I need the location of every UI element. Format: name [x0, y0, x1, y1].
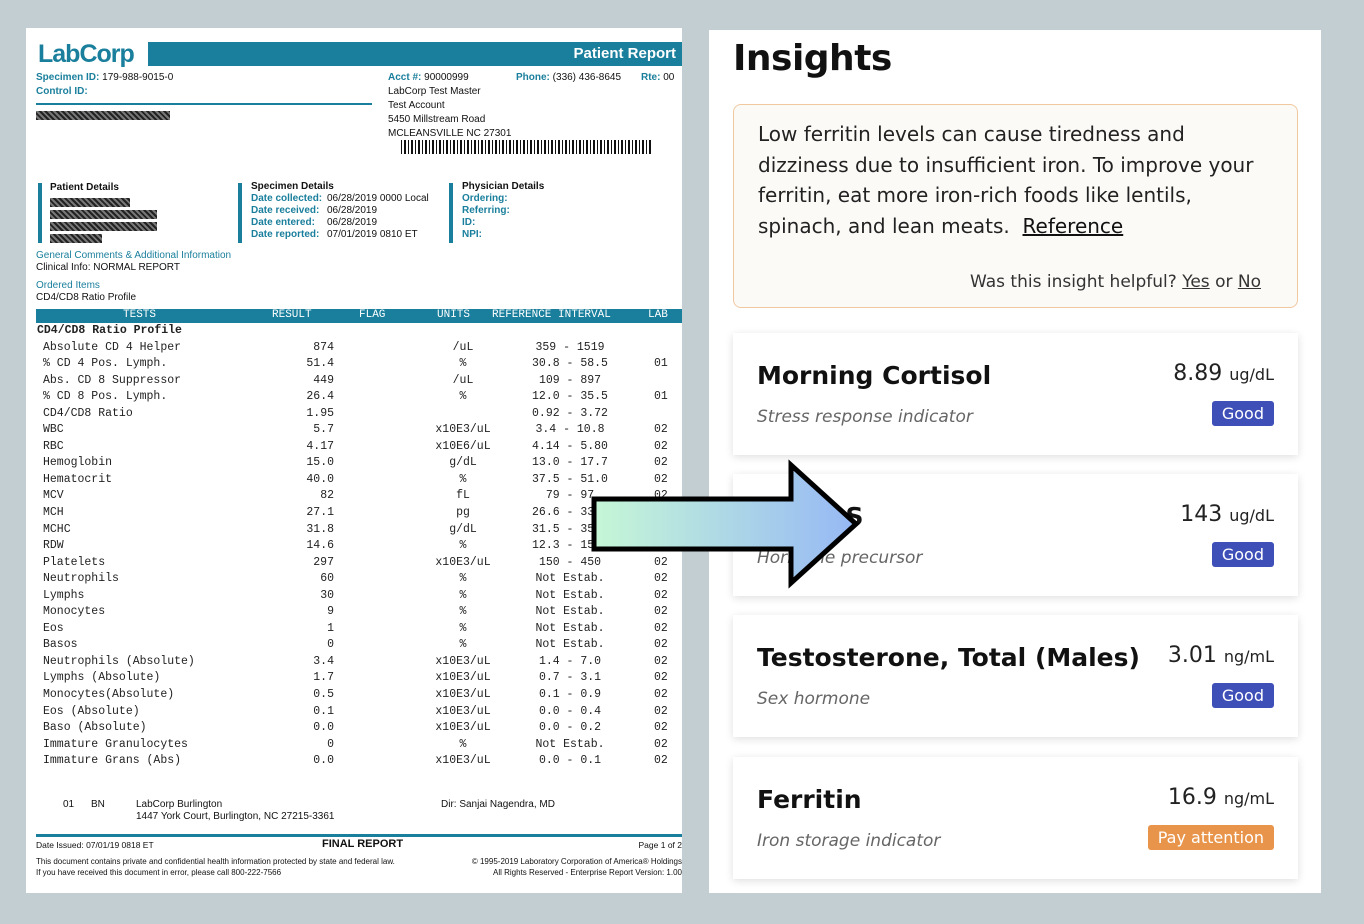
table-row: MCHC 31.8 g/dL 31.5 - 35.7 02 — [43, 522, 668, 536]
table-row: Basos 0 % Not Estab. 02 — [43, 638, 668, 652]
table-row: Abs. CD 8 Suppressor 449 /uL 109 - 897 — [43, 373, 602, 387]
biomarker-description: Stress response indicator — [757, 407, 973, 427]
specimen-field: Date entered: 06/28/2019 — [251, 217, 378, 228]
patient-details: Patient Details — [50, 181, 160, 246]
physician-field: NPI: — [462, 229, 482, 240]
biomarker-description: Sex hormone — [757, 689, 871, 709]
status-badge: Pay attention — [1147, 825, 1274, 850]
status-badge: Good — [1211, 542, 1274, 567]
insights-panel: Insights Low ferritin levels can cause t… — [709, 30, 1321, 893]
address-line: LabCorp Test Master — [388, 86, 481, 97]
right-arrow-icon — [591, 459, 860, 589]
biomarker-card[interactable]: Testosterone, Total (Males) Sex hormone … — [733, 615, 1298, 737]
labcorp-logo: LabCorp — [38, 40, 135, 68]
copyright: © 1995-2019 Laboratory Corporation of Am… — [471, 857, 682, 877]
table-row: Baso (Absolute) 0.0 x10E3/uL 0.0 - 0.2 0… — [43, 721, 668, 735]
table-row: CD4/CD8 Ratio 1.95 0.92 - 3.72 — [43, 406, 608, 420]
specimen-details: Specimen Details Date collected: 06/28/201… — [251, 181, 429, 240]
specimen-field: Date collected: 06/28/2019 0000 Local — [251, 193, 429, 204]
physician-field: ID: — [462, 217, 476, 228]
table-row: MCV 82 fL 79 - 97 02 — [43, 489, 668, 503]
table-row: RDW 14.6 % 12.3 - 15.4 02 — [43, 539, 668, 553]
biomarker-name: Testosterone, Total (Males) — [757, 643, 1140, 672]
no-link[interactable]: No — [1237, 272, 1261, 292]
specimen-id: Specimen ID: 179-988-9015-0 Control ID: — [36, 72, 174, 97]
biomarker-name: Ferritin — [757, 785, 862, 814]
biomarker-card[interactable]: Ferritin Iron storage indicator 16.9 ng/… — [733, 757, 1298, 879]
reference-link[interactable]: Reference — [1022, 213, 1124, 238]
divider — [36, 103, 372, 105]
biomarker-value: 16.9 ng/mL — [1167, 785, 1274, 810]
disclaimer: This document contains private and confi… — [36, 857, 395, 877]
address-line: MCLEANSVILLE NC 27301 — [388, 128, 512, 139]
biomarker-value: 8.89 ug/dL — [1173, 361, 1274, 386]
table-row: Platelets 297 x10E3/uL 150 - 450 02 — [43, 555, 668, 569]
table-header: TESTS RESULT FLAG UNITS REFERENCE INTERVAL LA… — [36, 309, 682, 323]
table-row: Neutrophils (Absolute) 3.4 x10E3/uL 1.4 … — [43, 654, 668, 668]
comments: General Comments & Additional Informatio… — [36, 250, 232, 303]
table-row: Absolute CD 4 Helper 874 /uL 359 - 1519 — [43, 340, 605, 354]
table-row: Hemoglobin 15.0 g/dL 13.0 - 17.7 02 — [43, 456, 668, 470]
biomarker-card[interactable]: Morning Cortisol Stress response indicat… — [733, 333, 1298, 455]
arrow-shape — [591, 459, 860, 589]
redacted-patient-name — [36, 111, 170, 120]
status-badge: Good — [1211, 683, 1274, 708]
page-number: Page 1 of 2 — [638, 840, 682, 850]
table-row: WBC 5.7 x10E3/uL 3.4 - 10.8 02 — [43, 423, 668, 437]
specimen-field: Date reported: 07/01/2019 0810 ET — [251, 229, 418, 240]
insight-box: Low ferritin levels can cause tiredness … — [733, 104, 1298, 308]
biomarker-description: Iron storage indicator — [757, 831, 941, 851]
table-row: % CD 4 Pos. Lymph. 51.4 % 30.8 - 58.5 01 — [43, 357, 668, 371]
table-row: Immature Grans (Abs) 0.0 x10E3/uL 0.0 - … — [43, 754, 668, 768]
table-row: % CD 8 Pos. Lymph. 26.4 % 12.0 - 35.5 01 — [43, 390, 668, 404]
table-row: Eos (Absolute) 0.1 x10E3/uL 0.0 - 0.4 02 — [43, 704, 668, 718]
profile-heading: CD4/CD8 Ratio Profile — [37, 324, 182, 337]
physician-field: Referring: — [462, 205, 510, 216]
specimen-field: Date received: 06/28/2019 — [251, 205, 378, 216]
biomarker-value: 3.01 ng/mL — [1167, 643, 1274, 668]
biomarker-value: 143 ug/dL — [1180, 502, 1274, 527]
table-row: Immature Granulocytes 0 % Not Estab. 02 — [43, 737, 668, 751]
status-badge: Good — [1211, 401, 1274, 426]
insights-title: Insights — [733, 38, 892, 79]
results-table: CD4/CD8 Ratio Profile Absolute CD 4 Help… — [26, 324, 682, 771]
lab-report-document: LabCorp Patient Report Specimen ID: 179-… — [26, 28, 682, 893]
table-row: Hematocrit 40.0 % 37.5 - 51.0 02 — [43, 472, 668, 486]
lab-info: 01 BN LabCorp Burlington Dir: Sanjai Nagen… — [63, 799, 555, 822]
table-row: Lymphs (Absolute) 1.7 x10E3/uL 0.7 - 3.1… — [43, 671, 668, 685]
address-line: 5450 Millstream Road — [388, 114, 486, 125]
table-row: Monocytes 9 % Not Estab. 02 — [43, 605, 668, 619]
final-report: FINAL REPORT — [322, 838, 404, 850]
table-row: Monocytes(Absolute) 0.5 x10E3/uL 0.1 - 0… — [43, 688, 668, 702]
table-row: RBC 4.17 x10E6/uL 4.14 - 5.80 02 — [43, 439, 668, 453]
physician-field: Ordering: — [462, 193, 508, 204]
table-row: MCH 27.1 pg 26.6 - 33.0 02 — [43, 506, 668, 520]
yes-link[interactable]: Yes — [1182, 272, 1210, 292]
address-line: Test Account — [388, 100, 445, 111]
report-title: Patient Report — [148, 42, 682, 66]
account-info: Acct #: 90000999 Phone: (336) 436-8645 R… — [388, 71, 678, 141]
table-row: Neutrophils 60 % Not Estab. 02 — [43, 572, 668, 586]
biomarker-name: Morning Cortisol — [757, 361, 992, 390]
physician-details: Physician Details Ordering: Referring: ID: N… — [462, 181, 545, 240]
table-row: Lymphs 30 % Not Estab. 02 — [43, 588, 668, 602]
helpful-feedback: Was this insight helpful? Yes or No — [970, 272, 1261, 292]
table-row: Eos 1 % Not Estab. 02 — [43, 621, 668, 635]
barcode — [401, 140, 653, 154]
date-issued: Date Issued: 07/01/19 0818 ET — [36, 840, 154, 850]
